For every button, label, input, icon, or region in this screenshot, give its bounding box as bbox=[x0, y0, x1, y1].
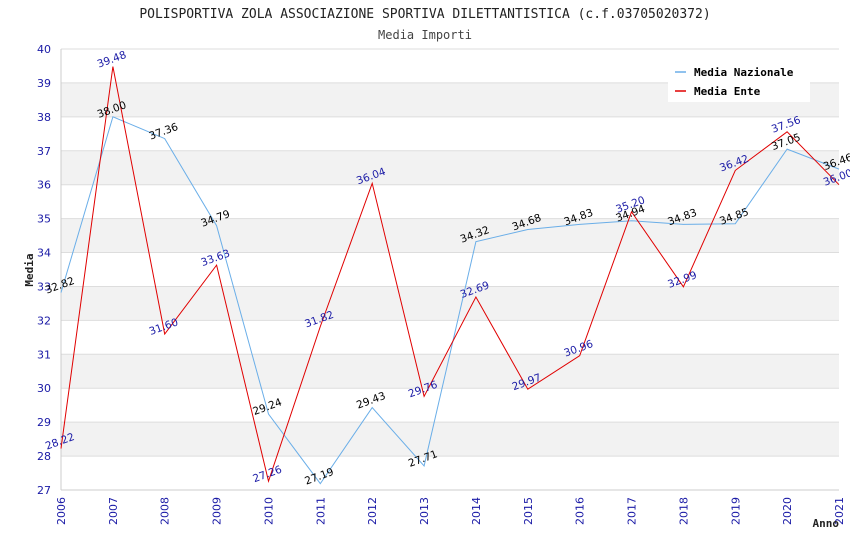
x-axis-label: Anno bbox=[813, 517, 840, 530]
y-tick-label: 28 bbox=[37, 450, 51, 463]
y-tick-label: 27 bbox=[37, 484, 51, 497]
x-tick-label: 2013 bbox=[418, 497, 431, 525]
x-tick-label: 2009 bbox=[211, 497, 224, 525]
grid-bands bbox=[61, 82, 839, 457]
x-tick-label: 2018 bbox=[677, 497, 690, 525]
y-tick-label: 38 bbox=[37, 111, 51, 124]
x-tick-label: 2017 bbox=[626, 497, 639, 525]
y-tick-label: 31 bbox=[37, 348, 51, 361]
legend-label: Media Nazionale bbox=[694, 66, 794, 79]
x-tick-label: 2007 bbox=[107, 497, 120, 525]
grid-band bbox=[61, 286, 839, 321]
y-tick-label: 30 bbox=[37, 382, 51, 395]
y-axis-label: Media bbox=[23, 253, 36, 286]
y-tick-label: 39 bbox=[37, 77, 51, 90]
x-tick-label: 2015 bbox=[522, 497, 535, 525]
x-tick-label: 2008 bbox=[159, 497, 172, 525]
y-tick-labels: 27 28 29 30 31 32 33 34 35 36 37 38 39 40 bbox=[37, 43, 51, 497]
data-label: 29.24 bbox=[251, 396, 284, 418]
y-tick-label: 34 bbox=[37, 247, 51, 260]
legend: Media Nazionale Media Ente bbox=[668, 60, 810, 102]
series-line-media-nazionale bbox=[60, 116, 840, 485]
y-tick-label: 40 bbox=[37, 43, 51, 56]
x-tick-label: 2016 bbox=[574, 497, 587, 525]
data-label: 37.36 bbox=[148, 121, 181, 143]
legend-label: Media Ente bbox=[694, 85, 761, 98]
y-tick-label: 37 bbox=[37, 145, 51, 158]
data-label: 39.48 bbox=[96, 49, 128, 71]
data-label: 27.26 bbox=[251, 463, 284, 485]
y-tick-label: 32 bbox=[37, 314, 51, 327]
chart-subtitle: Media Importi bbox=[378, 28, 472, 42]
x-tick-label: 2012 bbox=[366, 497, 379, 525]
y-tick-label: 33 bbox=[37, 280, 51, 293]
x-tick-label: 2011 bbox=[314, 497, 327, 525]
grid-band bbox=[61, 422, 839, 457]
series-line-media-ente bbox=[60, 66, 840, 484]
grid-band bbox=[61, 150, 839, 185]
axes bbox=[60, 49, 839, 491]
legend-box bbox=[668, 60, 810, 102]
grid-band bbox=[61, 354, 839, 389]
x-tick-label: 2006 bbox=[55, 497, 68, 525]
x-tick-label: 2021 bbox=[833, 497, 846, 525]
data-label: 27.19 bbox=[303, 466, 335, 488]
x-tick-labels: 2006 2007 2008 2009 2010 2011 2012 2013 2014 2015… bbox=[55, 497, 846, 525]
y-tick-label: 36 bbox=[37, 179, 51, 192]
x-tick-label: 2010 bbox=[262, 497, 275, 525]
x-tick-label: 2014 bbox=[470, 497, 483, 525]
x-tick-label: 2020 bbox=[781, 497, 794, 525]
series-lines bbox=[60, 66, 840, 485]
y-tick-label: 35 bbox=[37, 213, 51, 226]
x-tick-label: 2019 bbox=[729, 497, 742, 525]
y-tick-label: 29 bbox=[37, 416, 51, 429]
chart-title: POLISPORTIVA ZOLA ASSOCIAZIONE SPORTIVA … bbox=[139, 7, 710, 22]
